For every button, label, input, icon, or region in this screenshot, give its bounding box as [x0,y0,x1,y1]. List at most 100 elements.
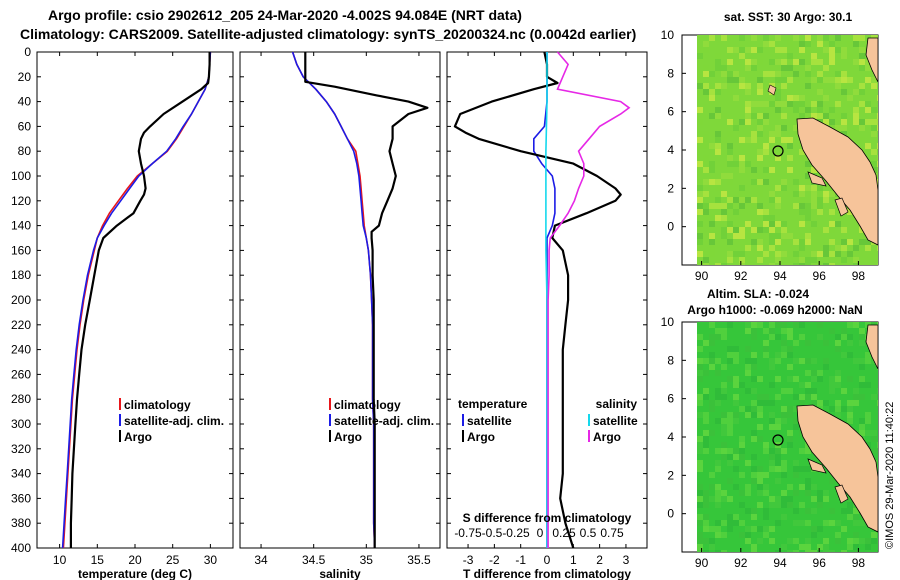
map-cell [853,107,859,113]
map-cell [775,448,781,454]
legend-satellite-label: satellite-adj. clim. [124,414,224,428]
map-cell [751,167,757,173]
map-cell [877,400,878,406]
map-cell [739,442,745,448]
map-cell [703,155,709,161]
map-cell [799,263,805,265]
map-cell [847,376,853,382]
map-cell [721,496,727,502]
map-cell [727,77,733,83]
map-cell [787,77,793,83]
map-cell [763,35,769,41]
map-cell [721,137,727,143]
map-cell [805,520,811,526]
northern-land [865,324,878,370]
map-cell [811,508,817,514]
map-cell [787,167,793,173]
map-cell [817,35,823,41]
map-cell [763,394,769,400]
map-cell [853,119,859,125]
map-cell [775,496,781,502]
map-cell [781,322,787,328]
map-cell [727,514,733,520]
map-cell [859,376,865,382]
map-cell [847,41,853,47]
map-cell [697,53,703,59]
map-cell [715,113,721,119]
map-cell [853,538,859,544]
map-cell [763,328,769,334]
map-cell [823,197,829,203]
map-cell [811,203,817,209]
map-cell [697,107,703,113]
map-cell [697,484,703,490]
map-cell [727,59,733,65]
map-cell [715,89,721,95]
map-cell [733,418,739,424]
map-cell [841,125,847,131]
map-cell [775,478,781,484]
map-cell [781,227,787,233]
map-cell [847,340,853,346]
depth-tick-label: 20 [18,70,32,84]
sst-map-title: sat. SST: 30 Argo: 30.1 [724,10,853,24]
map-cell [703,520,709,526]
map-cell [847,496,853,502]
map-cell [871,83,877,89]
map-cell [733,257,739,263]
map-cell [805,233,811,239]
map-cell [745,233,751,239]
map-cell [703,257,709,263]
map-cell [799,382,805,388]
map-cell [841,239,847,245]
map-cell [745,65,751,71]
map-cell [805,484,811,490]
s-difference-xlabel: S difference from climatology [463,511,632,525]
map-cell [787,328,793,334]
map-cell [715,484,721,490]
map-cell [865,352,871,358]
map-cell [835,346,841,352]
map-cell [709,526,715,532]
map-cell [745,412,751,418]
map-cell [841,328,847,334]
map-cell [805,490,811,496]
map-cell [775,197,781,203]
map-cell [751,131,757,137]
map-cell [841,77,847,83]
map-cell [769,454,775,460]
map-cell [727,478,733,484]
map-cell [769,358,775,364]
temperature-plot-frame [36,51,234,549]
map-cell [781,352,787,358]
map-cell [739,436,745,442]
map-cell [793,35,799,41]
map-cell [781,544,787,550]
series-line-argo [304,52,429,548]
map-cell [727,460,733,466]
map-cell [847,352,853,358]
map-cell [859,65,865,71]
map-cell [751,322,757,328]
map-cell [763,340,769,346]
map-cell [715,185,721,191]
map-cell [775,137,781,143]
map-cell [865,418,871,424]
map-cell [697,520,703,526]
map-cell [769,131,775,137]
map-cell [721,263,727,265]
map-cell [829,406,835,412]
map-cell [715,107,721,113]
map-cell [769,221,775,227]
map-cell [865,239,871,245]
map-cell [769,71,775,77]
map-cell [841,227,847,233]
map-cell [859,418,865,424]
map-cell [697,209,703,215]
map-cell [823,520,829,526]
map-cell [805,388,811,394]
map-cell [703,496,709,502]
map-cell [709,364,715,370]
series-line-t-argo [453,51,622,549]
s-tick-label: 0.5 [580,526,597,540]
